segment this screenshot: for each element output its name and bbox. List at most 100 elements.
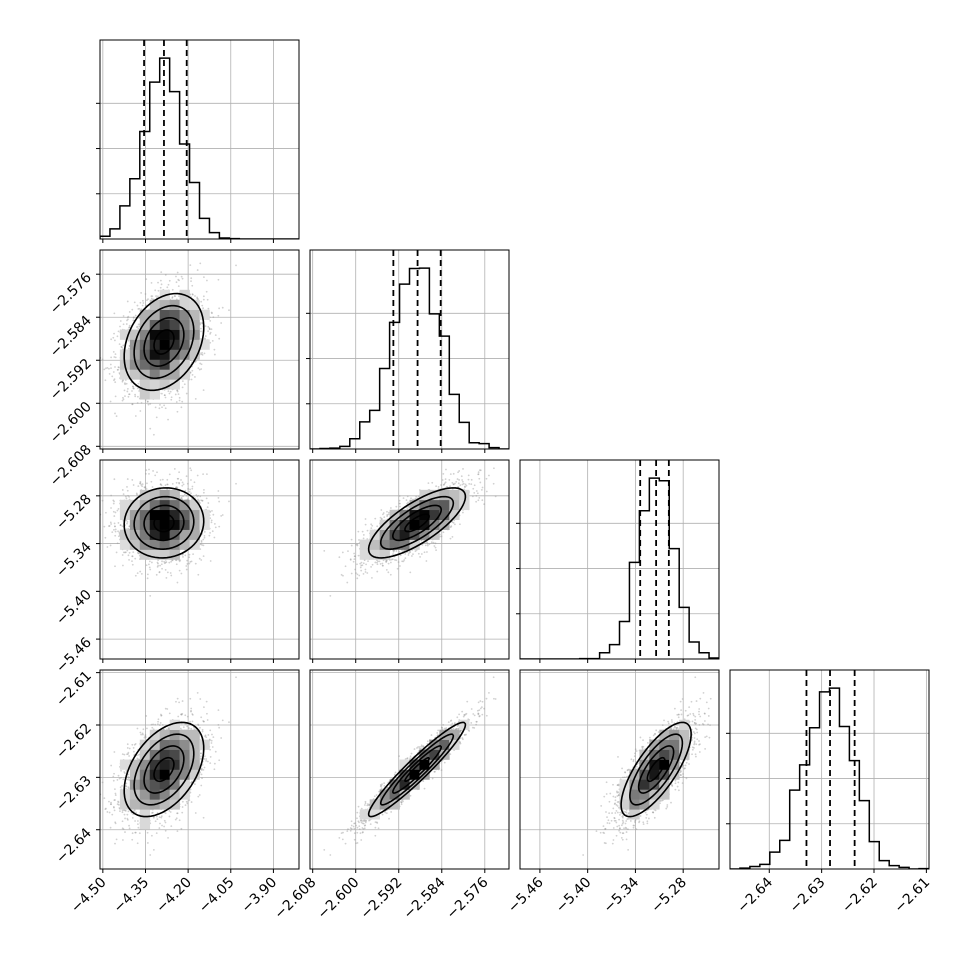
scatter-point: [110, 338, 113, 341]
scatter-point: [201, 322, 204, 325]
scatter-point: [121, 346, 123, 349]
scatter-point: [149, 568, 152, 571]
scatter-point: [170, 574, 173, 577]
scatter-point: [146, 400, 149, 403]
scatter-point: [200, 363, 203, 366]
scatter-point: [146, 299, 148, 302]
density-cell: [139, 329, 151, 340]
scatter-point: [127, 554, 130, 557]
scatter-point: [191, 485, 194, 488]
scatter-point: [197, 367, 200, 370]
scatter-point: [163, 560, 165, 563]
scatter-point: [177, 393, 180, 396]
scatter-point: [209, 331, 212, 334]
scatter-point: [136, 551, 139, 554]
scatter-point: [109, 363, 112, 366]
density-cell: [149, 389, 160, 400]
scatter-points: [100, 467, 237, 597]
scatter-point: [116, 542, 119, 545]
density-cell: [139, 359, 151, 370]
scatter-point: [115, 551, 118, 554]
scatter-point: [171, 288, 174, 291]
scatter-point: [191, 293, 194, 296]
scatter-point: [183, 383, 186, 386]
scatter-point: [181, 400, 184, 403]
density-cell: [169, 319, 180, 330]
contour-line: [133, 304, 195, 380]
scatter-point: [134, 393, 136, 396]
scatter-point: [205, 497, 208, 500]
scatter-point: [159, 483, 162, 486]
scatter-point: [168, 392, 171, 395]
scatter-point: [127, 347, 130, 350]
density-cell: [129, 329, 141, 340]
scatter-point: [171, 559, 174, 562]
scatter-point: [203, 352, 206, 355]
scatter-point: [126, 489, 129, 492]
scatter-point: [203, 536, 206, 539]
scatter-point: [190, 469, 193, 472]
density-cell: [189, 299, 200, 310]
scatter-point: [203, 337, 206, 340]
scatter-point: [180, 497, 183, 500]
scatter-point: [157, 281, 159, 284]
scatter-point: [113, 515, 116, 517]
scatter-point: [211, 339, 214, 342]
scatter-point: [203, 530, 206, 533]
scatter-point: [217, 314, 220, 317]
scatter-point: [121, 380, 124, 383]
scatter-point: [175, 281, 178, 284]
scatter-point: [158, 407, 161, 410]
scatter-point: [190, 280, 192, 283]
scatter-point: [119, 320, 122, 322]
scatter-point: [106, 366, 109, 369]
scatter-point: [200, 539, 203, 542]
scatter-point: [209, 531, 212, 534]
scatter-point: [181, 481, 184, 484]
scatter-point: [119, 325, 121, 328]
scatter-point: [200, 337, 202, 340]
scatter-point: [136, 304, 139, 307]
scatter-point: [210, 311, 213, 314]
density-cell: [149, 379, 160, 390]
density-cell: [159, 339, 170, 350]
scatter-point: [202, 298, 205, 301]
scatter-point: [160, 484, 163, 487]
scatter-point: [118, 366, 120, 369]
scatter-point: [182, 483, 185, 486]
density-cell: [159, 299, 170, 310]
scatter-point: [134, 415, 137, 417]
scatter-point: [131, 560, 133, 563]
scatter-point: [148, 472, 150, 475]
scatter-point: [168, 561, 171, 564]
scatter-point: [112, 502, 115, 505]
density-cell: [179, 309, 190, 320]
scatter-point: [123, 382, 126, 385]
scatter-point: [163, 394, 166, 397]
scatter-point: [150, 281, 153, 284]
scatter-point: [213, 536, 216, 539]
scatter-point: [189, 264, 192, 266]
scatter-point: [181, 386, 184, 389]
scatter-point: [148, 468, 150, 471]
density-cell: [139, 369, 151, 380]
scatter-point: [177, 285, 180, 288]
scatter-point: [110, 356, 113, 359]
scatter-point: [160, 283, 163, 286]
scatter-point: [203, 276, 205, 279]
scatter-point: [179, 559, 182, 562]
density-cell: [139, 389, 151, 400]
scatter-point: [118, 372, 121, 374]
scatter-point: [208, 328, 211, 331]
scatter-point: [201, 304, 204, 307]
scatter-point: [206, 279, 208, 282]
scatter-point: [156, 471, 158, 474]
scatter-point: [132, 484, 135, 486]
scatter-point: [194, 360, 197, 363]
scatter-point: [154, 289, 157, 292]
scatter-point: [122, 315, 125, 317]
scatter-point: [109, 400, 112, 403]
scatter-point: [206, 473, 208, 476]
scatter-point: [117, 530, 119, 533]
scatter-point: [131, 390, 133, 392]
